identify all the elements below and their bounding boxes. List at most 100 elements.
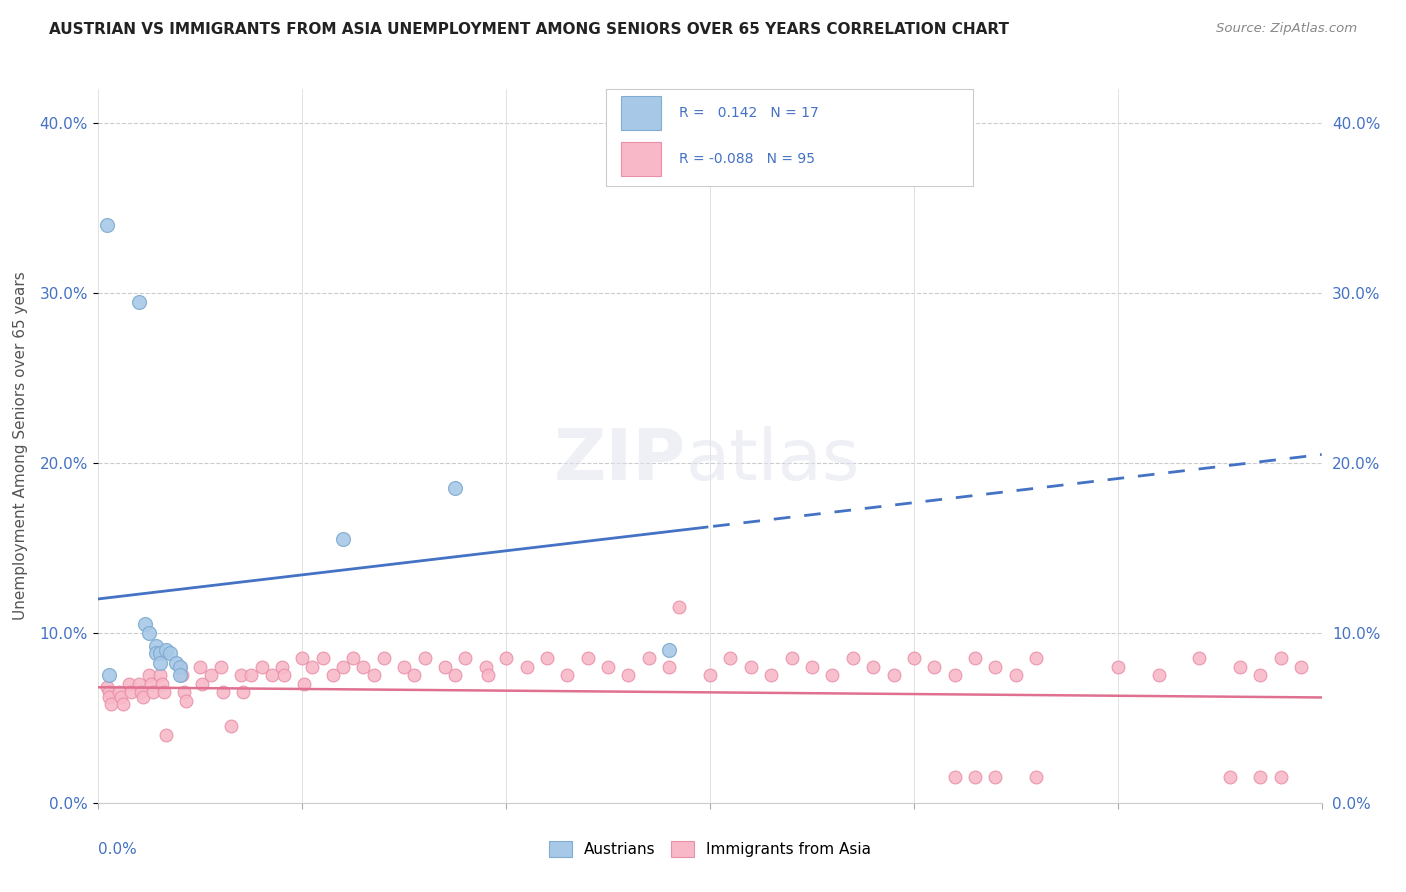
Point	[169, 660, 191, 674]
Point	[332, 533, 354, 547]
Point	[352, 660, 374, 674]
Point	[149, 668, 172, 682]
Point	[273, 668, 295, 682]
Point	[138, 668, 160, 682]
Point	[145, 646, 167, 660]
Text: AUSTRIAN VS IMMIGRANTS FROM ASIA UNEMPLOYMENT AMONG SENIORS OVER 65 YEARS CORREL: AUSTRIAN VS IMMIGRANTS FROM ASIA UNEMPLO…	[49, 22, 1010, 37]
Point	[373, 651, 395, 665]
Point	[1025, 770, 1047, 784]
Point	[1270, 770, 1292, 784]
Point	[943, 770, 966, 784]
Point	[173, 685, 195, 699]
Point	[96, 680, 118, 694]
Point	[118, 677, 141, 691]
Point	[174, 694, 197, 708]
Text: Source: ZipAtlas.com: Source: ZipAtlas.com	[1216, 22, 1357, 36]
Point	[1004, 668, 1026, 682]
Point	[1249, 668, 1271, 682]
Legend: Austrians, Immigrants from Asia: Austrians, Immigrants from Asia	[543, 835, 877, 863]
Point	[170, 668, 193, 682]
Point	[1289, 660, 1312, 674]
Point	[392, 660, 416, 674]
Point	[138, 626, 160, 640]
Point	[97, 690, 120, 705]
Point	[474, 660, 498, 674]
Point	[155, 728, 177, 742]
Point	[965, 770, 987, 784]
Point	[1107, 660, 1129, 674]
Point	[1219, 770, 1241, 784]
Point	[658, 643, 681, 657]
Point	[120, 685, 142, 699]
Point	[240, 668, 263, 682]
Point	[718, 651, 742, 665]
Point	[96, 218, 118, 232]
Point	[169, 668, 191, 682]
Point	[111, 698, 134, 712]
Point	[342, 651, 364, 665]
Point	[270, 660, 292, 674]
Point	[142, 685, 165, 699]
Point	[110, 690, 132, 705]
Point	[200, 668, 222, 682]
Point	[557, 668, 579, 682]
Point	[1147, 668, 1170, 682]
Point	[232, 685, 254, 699]
Point	[780, 651, 803, 665]
Point	[658, 660, 681, 674]
Point	[576, 651, 599, 665]
Point	[108, 685, 131, 699]
Text: atlas: atlas	[686, 425, 860, 495]
Point	[169, 660, 191, 674]
Point	[740, 660, 762, 674]
Point	[1249, 770, 1271, 784]
Point	[311, 651, 335, 665]
Point	[515, 660, 537, 674]
Point	[495, 651, 517, 665]
Point	[149, 657, 172, 671]
Point	[1270, 651, 1292, 665]
Point	[404, 668, 426, 682]
Point	[699, 668, 721, 682]
Point	[596, 660, 619, 674]
Point	[617, 668, 640, 682]
Text: ZIP: ZIP	[554, 425, 686, 495]
Y-axis label: Unemployment Among Seniors over 65 years: Unemployment Among Seniors over 65 years	[14, 272, 28, 620]
Point	[191, 677, 214, 691]
Point	[292, 677, 315, 691]
Point	[965, 651, 987, 665]
Point	[152, 685, 174, 699]
Point	[444, 668, 467, 682]
Point	[322, 668, 344, 682]
Point	[943, 668, 966, 682]
Point	[211, 685, 233, 699]
Point	[922, 660, 945, 674]
Point	[141, 677, 163, 691]
Point	[984, 770, 1007, 784]
Point	[363, 668, 385, 682]
Point	[219, 719, 242, 733]
Point	[433, 660, 456, 674]
Point	[132, 690, 155, 705]
Point	[413, 651, 436, 665]
Text: 0.0%: 0.0%	[98, 842, 138, 857]
Point	[668, 600, 690, 615]
Point	[150, 677, 173, 691]
Point	[841, 651, 863, 665]
Point	[638, 651, 661, 665]
Point	[97, 685, 120, 699]
Point	[477, 668, 499, 682]
Point	[145, 640, 167, 654]
Point	[231, 668, 253, 682]
Point	[260, 668, 283, 682]
Point	[134, 617, 156, 632]
Point	[128, 294, 150, 309]
Point	[1025, 651, 1047, 665]
Point	[188, 660, 212, 674]
Point	[1229, 660, 1251, 674]
Point	[129, 685, 152, 699]
Point	[759, 668, 782, 682]
Point	[149, 646, 172, 660]
Point	[155, 643, 177, 657]
Point	[801, 660, 824, 674]
